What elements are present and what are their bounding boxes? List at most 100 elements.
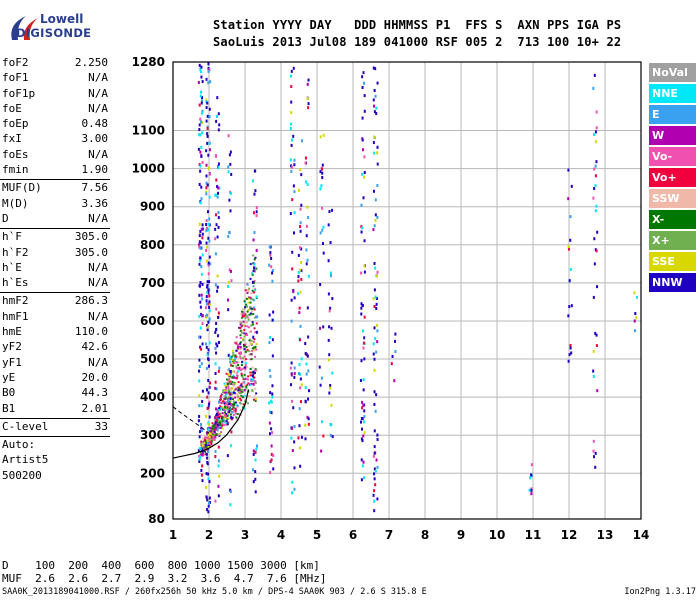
echo-point — [252, 372, 255, 375]
param-row: foE N/A — [0, 101, 110, 116]
echo-point — [207, 436, 210, 439]
echo-point — [329, 386, 332, 390]
echo-point — [233, 403, 236, 406]
echo-point — [268, 245, 271, 249]
echo-point — [206, 210, 209, 214]
echo-point — [327, 292, 330, 296]
echo-point — [250, 379, 253, 382]
param-name: h`F2 — [2, 245, 29, 259]
echo-point — [254, 470, 257, 474]
echo-point — [208, 400, 211, 404]
echo-point — [208, 217, 211, 221]
echo-point — [290, 138, 293, 142]
param-row: h`Es N/A — [0, 275, 110, 290]
echo-point — [290, 361, 293, 365]
echo-point — [254, 289, 257, 292]
echo-point — [206, 407, 209, 411]
echo-point — [306, 306, 309, 310]
echo-point — [243, 314, 246, 317]
echo-point — [307, 106, 310, 110]
echo-point — [292, 406, 295, 410]
echo-point — [244, 313, 247, 316]
echo-point — [211, 427, 214, 430]
param-row: h`F2 305.0 — [0, 245, 110, 260]
echo-point — [206, 134, 209, 138]
echo-point — [374, 198, 377, 202]
echo-point — [360, 427, 363, 431]
echo-point — [298, 363, 301, 367]
echo-point — [375, 296, 378, 300]
o-trace-line — [172, 389, 250, 459]
echo-point — [244, 306, 247, 309]
echo-point — [230, 402, 233, 405]
echo-point — [254, 331, 257, 334]
echo-point — [292, 290, 295, 294]
echo-point — [375, 306, 378, 310]
echo-point — [205, 222, 208, 226]
param-row: foF1p N/A — [0, 86, 110, 101]
echo-point — [249, 367, 252, 370]
echo-point — [205, 485, 208, 489]
echo-point — [242, 308, 245, 311]
echo-point — [199, 70, 202, 74]
echo-point — [208, 496, 211, 500]
echo-point — [206, 101, 209, 105]
echo-point — [290, 69, 293, 73]
echo-point — [255, 392, 258, 395]
echo-point — [199, 150, 202, 154]
param-value: 0.48 — [81, 117, 109, 131]
echo-point — [290, 85, 293, 89]
echo-point — [208, 255, 211, 259]
echo-point — [373, 472, 376, 476]
echo-point — [254, 269, 257, 272]
echo-point — [221, 416, 224, 419]
echo-point — [219, 415, 222, 418]
echo-point — [218, 399, 221, 402]
echo-point — [228, 403, 231, 406]
echo-point — [214, 154, 217, 158]
echo-point — [225, 391, 228, 394]
echo-point — [241, 360, 244, 363]
echo-point — [249, 263, 252, 266]
param-separator — [0, 179, 110, 181]
echo-point — [594, 331, 597, 335]
y-tick-label: 1280 — [132, 55, 165, 69]
header-values: SaoLuis 2013 Jul08 189 041000 RSF 005 2 … — [213, 35, 622, 49]
echo-point — [372, 228, 375, 232]
echo-point — [216, 410, 219, 413]
echo-point — [530, 488, 533, 492]
echo-point — [293, 372, 296, 376]
echo-point — [376, 183, 379, 187]
echo-point — [205, 190, 208, 194]
echo-point — [234, 412, 237, 415]
echo-point — [208, 68, 211, 72]
echo-point — [208, 172, 211, 176]
echo-point — [240, 395, 243, 398]
echo-point — [247, 326, 250, 329]
echo-point — [372, 98, 375, 102]
echo-point — [567, 245, 570, 249]
echo-point — [253, 231, 256, 235]
echo-point — [207, 320, 210, 324]
echo-point — [198, 447, 201, 451]
echo-point — [227, 308, 230, 312]
echo-point — [299, 221, 302, 225]
echo-point — [362, 460, 365, 464]
echo-point — [199, 305, 202, 309]
echo-point — [248, 350, 251, 353]
echo-point — [239, 351, 242, 354]
echo-point — [299, 268, 302, 272]
echo-point — [240, 364, 243, 367]
echo-point — [243, 335, 246, 338]
echo-point — [216, 185, 219, 189]
echo-point — [297, 253, 300, 257]
echo-point — [206, 285, 209, 289]
echo-point — [206, 456, 209, 460]
echo-point — [230, 430, 233, 434]
echo-point — [217, 484, 220, 488]
echo-point — [232, 410, 235, 413]
x-tick-label: 6 — [349, 528, 357, 542]
echo-point — [293, 487, 296, 491]
echo-point — [209, 80, 212, 84]
echo-point — [568, 279, 571, 283]
